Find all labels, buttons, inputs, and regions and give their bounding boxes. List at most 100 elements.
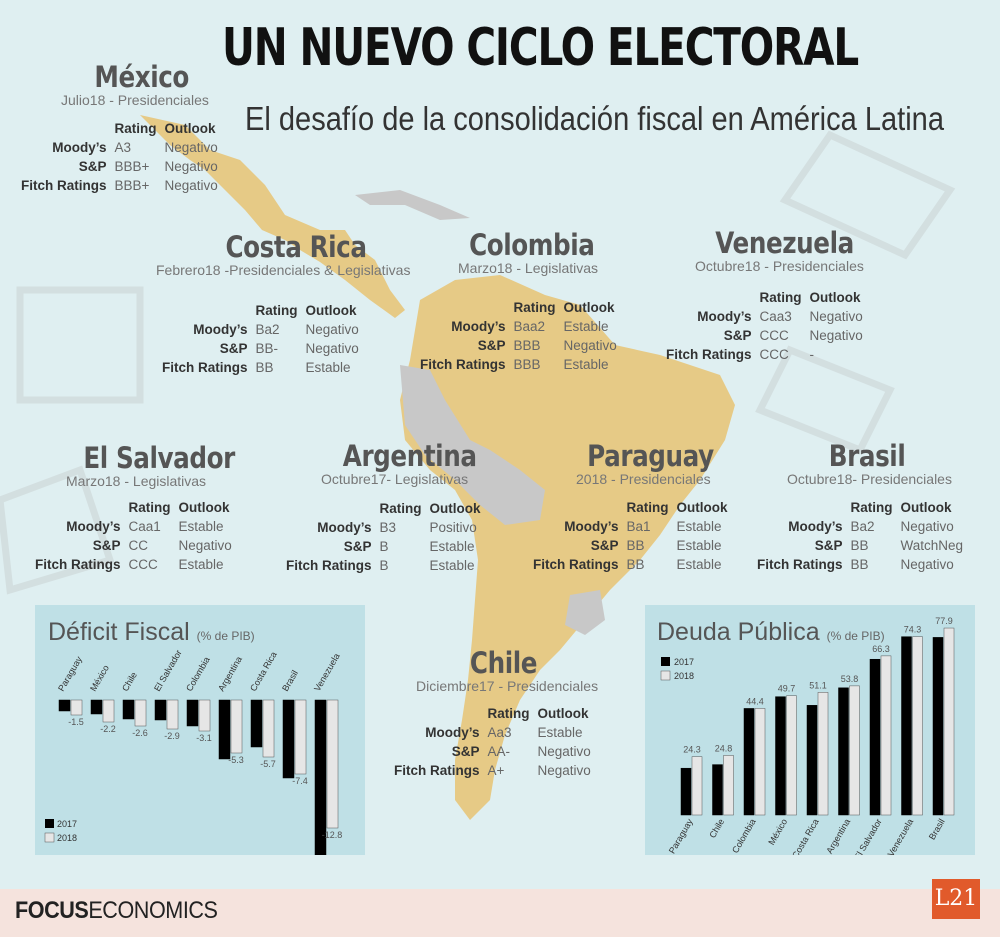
rating-table-venezuela: Rating Outlook Moody’s Caa3 Negativo S&P CCC… (662, 288, 867, 364)
category-label: Brasil (927, 817, 947, 841)
data-label: 44.4 (746, 696, 764, 706)
agency-label: Fitch Ratings (35, 557, 121, 572)
outlook-value: Negativo (178, 538, 232, 553)
bar-2017-paraguay (58, 699, 71, 712)
rating-header: Rating (513, 300, 556, 315)
outlook-header: Outlook (178, 500, 230, 515)
agency-label: Moody’s (788, 519, 843, 534)
data-label: -5.3 (228, 755, 244, 765)
agency-label: S&P (78, 159, 107, 174)
category-label: Paraguay (667, 817, 695, 855)
outlook-value: Negativo (537, 763, 591, 778)
agency-label: Fitch Ratings (21, 178, 107, 193)
category-label: México (88, 663, 111, 693)
country-block-argentina: Argentina Octubre17- Legislativas (321, 439, 488, 487)
election-info: Octubre17- Legislativas (321, 471, 469, 487)
outlook-value: Negativo (164, 159, 218, 174)
rating-header: Rating (626, 500, 669, 515)
outlook-value: Negativo (164, 140, 218, 155)
debt-title-text: Deuda Pública (657, 618, 820, 646)
agency-label: S&P (477, 338, 506, 353)
agency-label: Fitch Ratings (162, 360, 248, 375)
agency-label: S&P (814, 538, 843, 553)
country-block-brasil: Brasil Octubre18- Presidenciales (787, 439, 952, 487)
deficit-title-unit: (% de PIB) (196, 629, 255, 643)
election-info: Marzo18 - Legislativas (66, 473, 207, 489)
data-label: -2.9 (164, 731, 180, 741)
bar-2018-el-salvador (880, 655, 892, 816)
rating-value: BBB (513, 338, 541, 353)
outlook-value: Estable (676, 557, 722, 572)
bar-2017-brasil (932, 637, 944, 816)
debt-chart: 24.3 Paraguay 24.8 Chile 44.4 Colombia 49.7 Méx… (660, 616, 955, 855)
agency-label: Fitch Ratings (394, 763, 480, 778)
bar-2018-brasil (943, 627, 955, 816)
rating-value: CC (128, 538, 149, 553)
deficit-chart-title: Déficit Fiscal (% de PIB) (48, 618, 255, 647)
agency-label: Moody’s (564, 519, 619, 534)
debt-chart-title: Deuda Pública (% de PIB) (657, 618, 885, 647)
rating-header: Rating (850, 500, 893, 515)
agency-label: S&P (590, 538, 619, 553)
rating-table-chile: Rating Outlook Moody’s Aa3 Estable S&P AA- Ne… (390, 704, 595, 780)
legend-label-2017: 2017 (57, 819, 77, 829)
agency-label: Fitch Ratings (757, 557, 843, 572)
outlook-value: Estable (676, 519, 722, 534)
data-label: 77.9 (935, 616, 953, 626)
outlook-value: Estable (178, 519, 224, 534)
bar-2017-costa-rica (806, 705, 818, 816)
outlook-value: Estable (563, 319, 609, 334)
debt-title-unit: (% de PIB) (826, 629, 885, 643)
rating-value: Caa3 (759, 309, 792, 324)
outlook-value: WatchNeg (900, 538, 964, 553)
rating-value: Aa3 (487, 725, 512, 740)
data-label: 49.7 (778, 684, 796, 694)
deficit-title-text: Déficit Fiscal (48, 618, 190, 646)
outlook-value: Negativo (537, 744, 591, 759)
rating-value: BBB (513, 357, 541, 372)
outlook-value: Negativo (900, 519, 954, 534)
rating-table-brasil: Rating Outlook Moody’s Ba2 Negativo S&P BB Wa… (753, 498, 967, 574)
brand-bold: FOCUS (15, 897, 89, 924)
rating-value: B (379, 539, 389, 554)
category-label: Chile (120, 670, 139, 693)
rating-value: BB (626, 538, 645, 553)
bar-2017-costa-rica (250, 699, 263, 748)
country-name: El Salvador (83, 441, 235, 475)
outlook-header: Outlook (676, 500, 728, 515)
rating-value: Caa1 (128, 519, 161, 534)
outlook-value: Estable (563, 357, 609, 372)
bar-2017-el-salvador (869, 658, 881, 816)
election-info: Marzo18 - Legislativas (458, 260, 599, 276)
category-label: Colombia (730, 817, 758, 855)
outlook-value: Estable (429, 558, 475, 573)
country-block-el-salvador: El Salvador Marzo18 - Legislativas (66, 441, 248, 489)
outlook-header: Outlook (537, 706, 589, 721)
data-label: -2.6 (132, 728, 148, 738)
focus-economics-logo: FOCUSECONOMICS (15, 897, 218, 925)
outlook-header: Outlook (900, 500, 952, 515)
bar-2017-colombia (186, 699, 199, 727)
agency-label: Moody’s (66, 519, 121, 534)
data-label: 51.1 (809, 680, 827, 690)
bar-2017-méxico (775, 696, 786, 816)
bar-2018-paraguay (691, 756, 703, 816)
rating-header: Rating (255, 303, 298, 318)
data-label: 53.8 (841, 674, 859, 684)
data-label: 66.3 (872, 644, 890, 654)
bar-2018-el-salvador (166, 699, 179, 730)
outlook-value: Estable (305, 360, 351, 375)
rating-header: Rating (128, 500, 171, 515)
category-label: Costa Rica (790, 817, 821, 855)
bar-2018-méxico (786, 695, 797, 816)
l21-logo: L21 (932, 879, 980, 919)
election-info: Julio18 - Presidenciales (61, 92, 209, 108)
bar-2018-argentina (230, 699, 243, 754)
bar-2017-venezuela (314, 699, 327, 855)
bar-2017-el-salvador (154, 699, 167, 721)
category-label: México (766, 817, 789, 847)
rating-value: B (379, 558, 389, 573)
election-info: Diciembre17 - Presidenciales (416, 678, 599, 694)
agency-label: S&P (451, 744, 480, 759)
